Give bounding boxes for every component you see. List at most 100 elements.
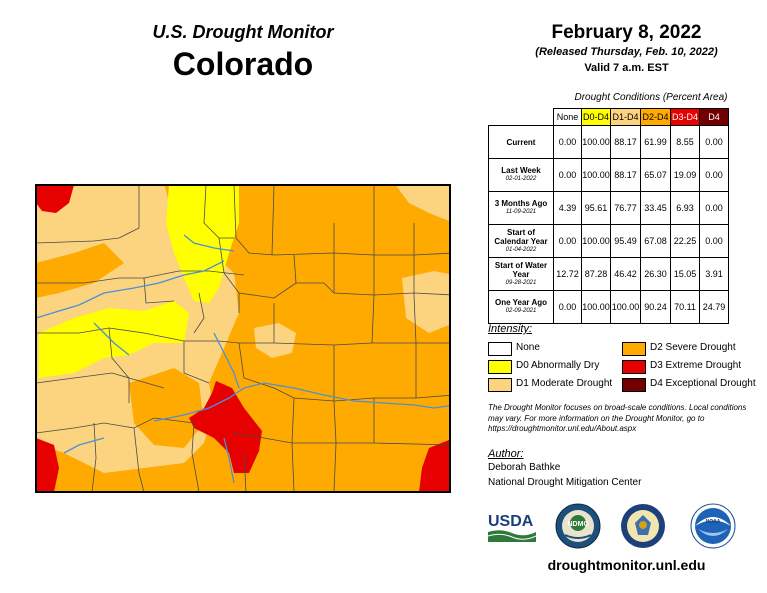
legend-label-d3: D3 Extreme Drought <box>650 360 742 371</box>
row-label-text: Start of Water Year <box>494 260 548 279</box>
legend-swatch-d0 <box>488 360 512 374</box>
row-label: 3 Months Ago 11-09-2021 <box>488 191 554 225</box>
legend-swatch-d1 <box>488 378 512 392</box>
row-label: Current <box>488 125 554 159</box>
table-cell: 88.17 <box>610 158 641 192</box>
legend-swatch-d3 <box>622 360 646 374</box>
legend-heading: Intensity: <box>488 323 533 335</box>
author-organization: National Drought Mitigation Center <box>488 477 642 488</box>
d0-region-north <box>166 185 239 303</box>
table-cell: 0.00 <box>699 158 729 192</box>
county-boundaries <box>36 185 450 492</box>
table-cell: 67.08 <box>640 224 671 258</box>
table-row: Start of Calendar Year 01-04-2022 0.00 10… <box>488 224 729 258</box>
table-cell: 65.07 <box>640 158 671 192</box>
row-sublabel: 11-09-2021 <box>505 209 537 215</box>
table-corner <box>489 109 554 126</box>
table-cell: 22.25 <box>670 224 700 258</box>
col-header-d0-d4: D0-D4 <box>581 108 611 126</box>
legend-swatch-none <box>488 342 512 356</box>
table-cell: 90.24 <box>640 290 671 324</box>
table-cell: 0.00 <box>553 125 582 159</box>
row-sublabel: 09-28-2021 <box>505 279 537 286</box>
col-header-d4: D4 <box>699 108 729 126</box>
disclaimer-note: The Drought Monitor focuses on broad-sca… <box>488 403 747 433</box>
table-cell: 15.05 <box>670 257 700 291</box>
legend-label-d4: D4 Exceptional Drought <box>650 378 756 389</box>
table-cell: 0.00 <box>553 290 582 324</box>
col-header-d2-d4: D2-D4 <box>640 108 671 126</box>
table-cell: 100.00 <box>581 290 611 324</box>
legend-label-d0: D0 Abnormally Dry <box>516 360 600 371</box>
table-caption: Drought Conditions (Percent Area) <box>574 92 728 103</box>
table-cell: 3.91 <box>699 257 729 291</box>
colorado-drought-map <box>35 184 451 493</box>
table-row: Current 0.00 100.00 88.17 61.99 8.55 0.0… <box>488 125 729 159</box>
d1-region-northeast <box>395 185 450 222</box>
table-cell: 0.00 <box>699 191 729 225</box>
table-cell: 4.39 <box>553 191 582 225</box>
table-row: 3 Months Ago 11-09-2021 4.39 95.61 76.77 … <box>488 191 729 225</box>
table-cell: 19.09 <box>670 158 700 192</box>
row-sublabel: 01-04-2022 <box>505 246 537 253</box>
legend-label-none: None <box>516 342 540 353</box>
table-cell: 26.30 <box>640 257 671 291</box>
legend-swatch-d2 <box>622 342 646 356</box>
table-cell: 100.00 <box>581 158 611 192</box>
d0-region-westcentral <box>39 301 189 378</box>
row-sublabel: 02-09-2021 <box>505 308 537 314</box>
row-label-text: Last Week <box>501 166 541 175</box>
row-label-text: Current <box>506 137 536 147</box>
ndmc-logo: NDMC <box>555 503 601 549</box>
col-header-d1-d4: D1-D4 <box>610 108 641 126</box>
table-cell: 76.77 <box>610 191 641 225</box>
valid-time: Valid 7 a.m. EST <box>584 62 669 74</box>
usda-logo-text: USDA <box>488 513 534 530</box>
map-date: February 8, 2022 <box>551 22 702 43</box>
state-name: Colorado <box>172 46 314 82</box>
col-header-d3-d4: D3-D4 <box>670 108 700 126</box>
table-cell: 0.00 <box>699 125 729 159</box>
drought-conditions-table: None D0-D4 D1-D4 D2-D4 D3-D4 D4 Current … <box>488 108 729 324</box>
table-cell: 95.49 <box>610 224 641 258</box>
table-cell: 70.11 <box>670 290 700 324</box>
d3-region-nw <box>36 185 74 213</box>
state-outline <box>35 184 451 493</box>
table-cell: 12.72 <box>553 257 582 291</box>
author-name: Deborah Bathke <box>488 462 561 473</box>
table-cell: 6.93 <box>670 191 700 225</box>
ndmc-logo-text: NDMC <box>568 521 589 528</box>
row-label-text: One Year Ago <box>494 298 548 307</box>
usda-logo: USDA <box>488 513 536 542</box>
d2-region-west <box>36 243 124 298</box>
noaa-logo-text: NOAA <box>706 519 721 525</box>
table-cell: 61.99 <box>640 125 671 159</box>
row-label: Last Week 02-01-2022 <box>488 158 554 192</box>
row-sublabel: 02-01-2022 <box>505 176 537 182</box>
d1-region-southcentral <box>254 323 296 358</box>
row-label: Start of Calendar Year 01-04-2022 <box>488 224 554 258</box>
table-cell: 100.00 <box>610 290 641 324</box>
row-label-text: 3 Months Ago <box>494 199 548 208</box>
noaa-logo: NOAA <box>690 503 736 549</box>
legend-label-d2: D2 Severe Drought <box>650 342 736 353</box>
table-cell: 87.28 <box>581 257 611 291</box>
table-cell: 88.17 <box>610 125 641 159</box>
map-title: U.S. Drought Monitor <box>152 22 334 42</box>
table-cell: 8.55 <box>670 125 700 159</box>
table-cell: 100.00 <box>581 224 611 258</box>
usda-nrcs-seal-logo <box>621 504 665 548</box>
table-header-row: None D0-D4 D1-D4 D2-D4 D3-D4 D4 <box>489 108 729 126</box>
release-date: (Released Thursday, Feb. 10, 2022) <box>535 46 718 58</box>
d3-region-south <box>189 381 262 473</box>
website-url[interactable]: droughtmonitor.unl.edu <box>547 557 706 573</box>
table-cell: 0.00 <box>553 158 582 192</box>
table-row: Last Week 02-01-2022 0.00 100.00 88.17 65… <box>488 158 729 192</box>
legend-swatch-d4 <box>622 378 646 392</box>
table-cell: 0.00 <box>699 224 729 258</box>
table-row: One Year Ago 02-09-2021 0.00 100.00 100.0… <box>488 290 729 324</box>
rivers <box>36 234 450 484</box>
legend-label-d1: D1 Moderate Drought <box>516 378 613 389</box>
row-label-text: Start of Calendar Year <box>494 227 548 246</box>
row-label: Start of Water Year 09-28-2021 <box>488 257 554 291</box>
